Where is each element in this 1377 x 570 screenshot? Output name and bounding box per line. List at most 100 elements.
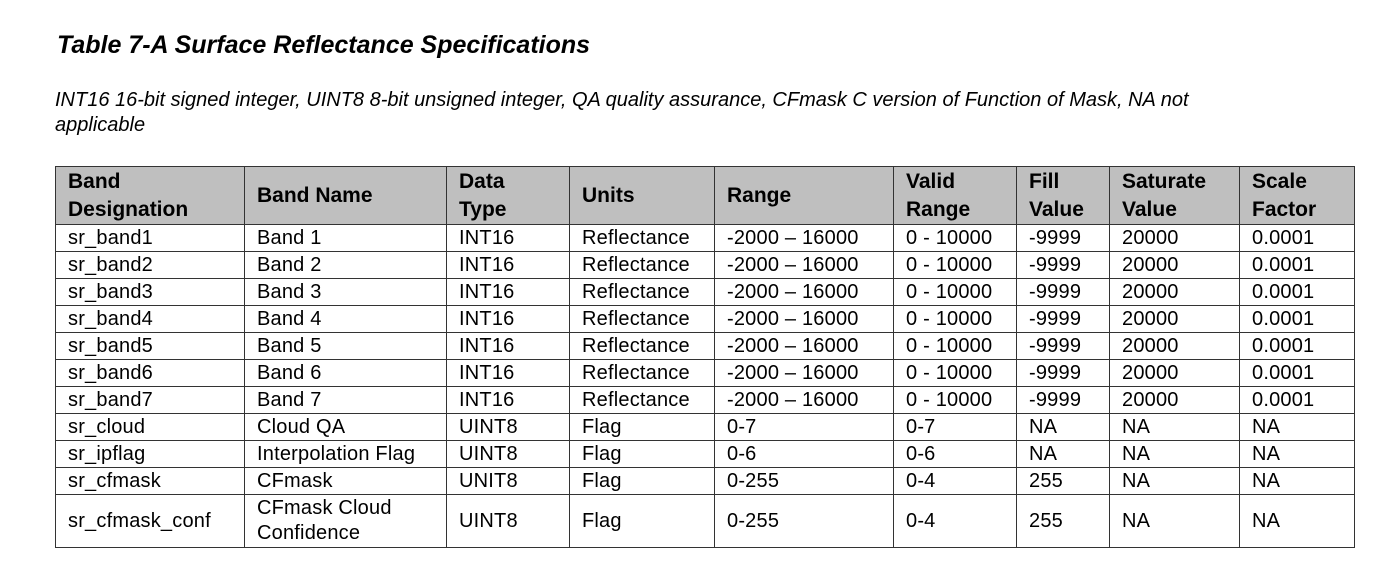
- cell-data-type: INT16: [446, 332, 570, 360]
- cell-units: Reflectance: [569, 305, 715, 333]
- cell-fill-value: -9999: [1016, 278, 1110, 306]
- table-row: sr_band4 Band 4 INT16 Reflectance -2000 – 16…: [55, 305, 1355, 333]
- cell-saturate-value: 20000: [1109, 359, 1240, 387]
- cell-valid-range: 0-7: [893, 413, 1017, 441]
- cell-scale-factor: NA: [1239, 413, 1355, 441]
- table-row: sr_band7 Band 7 INT16 Reflectance -2000 – 16…: [55, 386, 1355, 414]
- cell-band-designation: sr_band6: [55, 359, 245, 387]
- cell-saturate-value: NA: [1109, 467, 1240, 495]
- cell-band-name: Cloud QA: [244, 413, 447, 441]
- cell-band-name: CFmask: [244, 467, 447, 495]
- cell-band-designation: sr_ipflag: [55, 440, 245, 468]
- cell-range: 0-6: [714, 440, 894, 468]
- cell-fill-value: -9999: [1016, 224, 1110, 252]
- cell-units: Flag: [569, 467, 715, 495]
- cell-band-name: Band 3: [244, 278, 447, 306]
- cell-valid-range: 0 - 10000: [893, 278, 1017, 306]
- cell-range: 0-255: [714, 467, 894, 495]
- cell-data-type: INT16: [446, 386, 570, 414]
- table-body: sr_band1 Band 1 INT16 Reflectance -2000 – 16…: [55, 224, 1355, 548]
- header-scale-factor: Scale Factor: [1239, 166, 1355, 225]
- cell-units: Flag: [569, 413, 715, 441]
- cell-data-type: UINT8: [446, 413, 570, 441]
- header-fill-value: Fill Value: [1016, 166, 1110, 225]
- cell-range: 0-255: [714, 494, 894, 548]
- cell-units: Flag: [569, 440, 715, 468]
- cell-saturate-value: NA: [1109, 413, 1240, 441]
- cell-saturate-value: 20000: [1109, 251, 1240, 279]
- cell-band-name: Interpolation Flag: [244, 440, 447, 468]
- table-row: sr_ipflag Interpolation Flag UINT8 Flag 0-6 0…: [55, 440, 1355, 468]
- cell-fill-value: NA: [1016, 440, 1110, 468]
- header-row: Band Designation Band Name Data Type Uni…: [55, 166, 1355, 225]
- cell-range: -2000 – 16000: [714, 359, 894, 387]
- cell-range: -2000 – 16000: [714, 224, 894, 252]
- cell-fill-value: 255: [1016, 467, 1110, 495]
- cell-range: -2000 – 16000: [714, 278, 894, 306]
- table-row: sr_band5 Band 5 INT16 Reflectance -2000 – 16…: [55, 332, 1355, 360]
- cell-valid-range: 0 - 10000: [893, 386, 1017, 414]
- header-units: Units: [569, 166, 715, 225]
- cell-scale-factor: NA: [1239, 494, 1355, 548]
- cell-range: 0-7: [714, 413, 894, 441]
- cell-scale-factor: 0.0001: [1239, 251, 1355, 279]
- table-row: sr_cfmask_conf CFmask Cloud Confidence UIN…: [55, 494, 1355, 548]
- cell-units: Reflectance: [569, 359, 715, 387]
- cell-band-name: Band 4: [244, 305, 447, 333]
- cell-data-type: INT16: [446, 251, 570, 279]
- cell-scale-factor: 0.0001: [1239, 278, 1355, 306]
- cell-band-designation: sr_cloud: [55, 413, 245, 441]
- cell-valid-range: 0-4: [893, 494, 1017, 548]
- cell-band-name: Band 1: [244, 224, 447, 252]
- header-saturate-value: Saturate Value: [1109, 166, 1240, 225]
- cell-range: -2000 – 16000: [714, 305, 894, 333]
- header-data-type: Data Type: [446, 166, 570, 225]
- cell-fill-value: NA: [1016, 413, 1110, 441]
- cell-valid-range: 0 - 10000: [893, 332, 1017, 360]
- cell-units: Reflectance: [569, 332, 715, 360]
- cell-scale-factor: 0.0001: [1239, 386, 1355, 414]
- cell-units: Reflectance: [569, 278, 715, 306]
- cell-units: Reflectance: [569, 251, 715, 279]
- table-row: sr_band1 Band 1 INT16 Reflectance -2000 – 16…: [55, 224, 1355, 252]
- cell-valid-range: 0 - 10000: [893, 305, 1017, 333]
- cell-fill-value: 255: [1016, 494, 1110, 548]
- table-row: sr_cfmask CFmask UNIT8 Flag 0-255 0-4 255 NA NA: [55, 467, 1355, 495]
- header-valid-range: Valid Range: [893, 166, 1017, 225]
- cell-band-name: CFmask Cloud Confidence: [244, 494, 447, 548]
- cell-units: Flag: [569, 494, 715, 548]
- cell-valid-range: 0 - 10000: [893, 359, 1017, 387]
- cell-scale-factor: NA: [1239, 467, 1355, 495]
- table-title: Table 7-A Surface Reflectance Specificat…: [57, 31, 591, 59]
- cell-band-designation: sr_band2: [55, 251, 245, 279]
- table-row: sr_band3 Band 3 INT16 Reflectance -2000 – 16…: [55, 278, 1355, 306]
- header-band-designation: Band Designation: [55, 166, 245, 225]
- cell-band-designation: sr_band3: [55, 278, 245, 306]
- cell-data-type: UINT8: [446, 440, 570, 468]
- table-row: sr_band2 Band 2 INT16 Reflectance -2000 – 16…: [55, 251, 1355, 279]
- cell-band-designation: sr_cfmask: [55, 467, 245, 495]
- cell-band-designation: sr_band7: [55, 386, 245, 414]
- cell-band-designation: sr_band4: [55, 305, 245, 333]
- cell-data-type: UNIT8: [446, 467, 570, 495]
- surface-reflectance-table: Band Designation Band Name Data Type Uni…: [55, 166, 1355, 548]
- cell-data-type: INT16: [446, 359, 570, 387]
- cell-saturate-value: NA: [1109, 440, 1240, 468]
- cell-data-type: UINT8: [446, 494, 570, 548]
- cell-band-designation: sr_band5: [55, 332, 245, 360]
- cell-valid-range: 0-4: [893, 467, 1017, 495]
- cell-saturate-value: 20000: [1109, 305, 1240, 333]
- cell-range: -2000 – 16000: [714, 332, 894, 360]
- cell-units: Reflectance: [569, 224, 715, 252]
- cell-scale-factor: 0.0001: [1239, 224, 1355, 252]
- table-row: sr_band6 Band 6 INT16 Reflectance -2000 – 16…: [55, 359, 1355, 387]
- cell-range: -2000 – 16000: [714, 251, 894, 279]
- cell-band-name: Band 5: [244, 332, 447, 360]
- cell-saturate-value: 20000: [1109, 224, 1240, 252]
- cell-band-name: Band 7: [244, 386, 447, 414]
- cell-fill-value: -9999: [1016, 332, 1110, 360]
- cell-scale-factor: 0.0001: [1239, 359, 1355, 387]
- table-row: sr_cloud Cloud QA UINT8 Flag 0-7 0-7 NA NA NA: [55, 413, 1355, 441]
- header-band-name: Band Name: [244, 166, 447, 225]
- cell-valid-range: 0 - 10000: [893, 224, 1017, 252]
